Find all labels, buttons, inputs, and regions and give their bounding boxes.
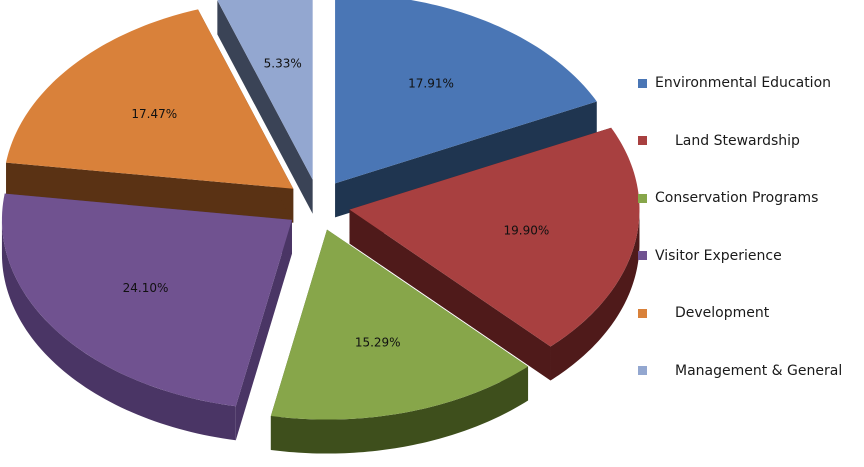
legend-swatch: [638, 251, 647, 260]
legend-swatch: [638, 136, 647, 145]
legend-item: Development: [638, 302, 769, 324]
slice-radial-wall: [6, 162, 294, 223]
slice-radial-wall: [335, 101, 597, 218]
legend-swatch: [638, 366, 647, 375]
slice-data-label: 24.10%: [123, 281, 169, 295]
slice-conservation-programs[interactable]: [270, 229, 529, 420]
slice-environmental-education[interactable]: [335, 0, 597, 184]
slice-data-label: 17.91%: [408, 77, 454, 91]
slice-tops: [1, 0, 640, 420]
slice-visitor-experience[interactable]: [1, 193, 292, 407]
slice-management-general[interactable]: [217, 0, 313, 180]
slice-outer-wall: [270, 366, 529, 454]
legend-label: Land Stewardship: [675, 132, 800, 149]
legend-label: Visitor Experience: [655, 247, 782, 264]
legend-item: Visitor Experience: [638, 245, 782, 267]
slice-outer-wall: [1, 219, 236, 441]
legend-swatch: [638, 308, 647, 318]
legend-label: Development: [675, 305, 770, 321]
legend-item: Land Stewardship: [638, 130, 800, 152]
legend-item: Conservation Programs: [638, 187, 818, 209]
slice-data-label: 5.33%: [264, 57, 302, 71]
slice-labels: 17.91% 19.90% 15.29% 24.10% 17.47% 5.33%: [123, 57, 550, 350]
slice-data-label: 15.29%: [355, 336, 401, 350]
slice-side-environmental-education: [335, 101, 597, 218]
slice-side-management-general: [217, 0, 313, 214]
slice-development[interactable]: [6, 9, 294, 189]
slice-data-label: 17.47%: [131, 107, 177, 121]
legend-item: Environmental Education: [638, 72, 831, 94]
legend-label: Conservation Programs: [655, 190, 819, 206]
legend-label: Management & General: [675, 362, 843, 379]
slice-radial-wall: [217, 0, 313, 214]
slice-radial-wall: [349, 209, 551, 381]
legend-label: Environmental Education: [655, 75, 832, 91]
legend-item: Management & General: [638, 360, 842, 382]
slice-outer-wall: [550, 209, 640, 381]
legend-swatch: [638, 78, 647, 88]
slice-radial-wall: [235, 219, 292, 441]
slice-land-stewardship[interactable]: [349, 127, 640, 347]
legend-swatch: [638, 193, 647, 203]
slice-data-label: 19.90%: [504, 224, 550, 238]
